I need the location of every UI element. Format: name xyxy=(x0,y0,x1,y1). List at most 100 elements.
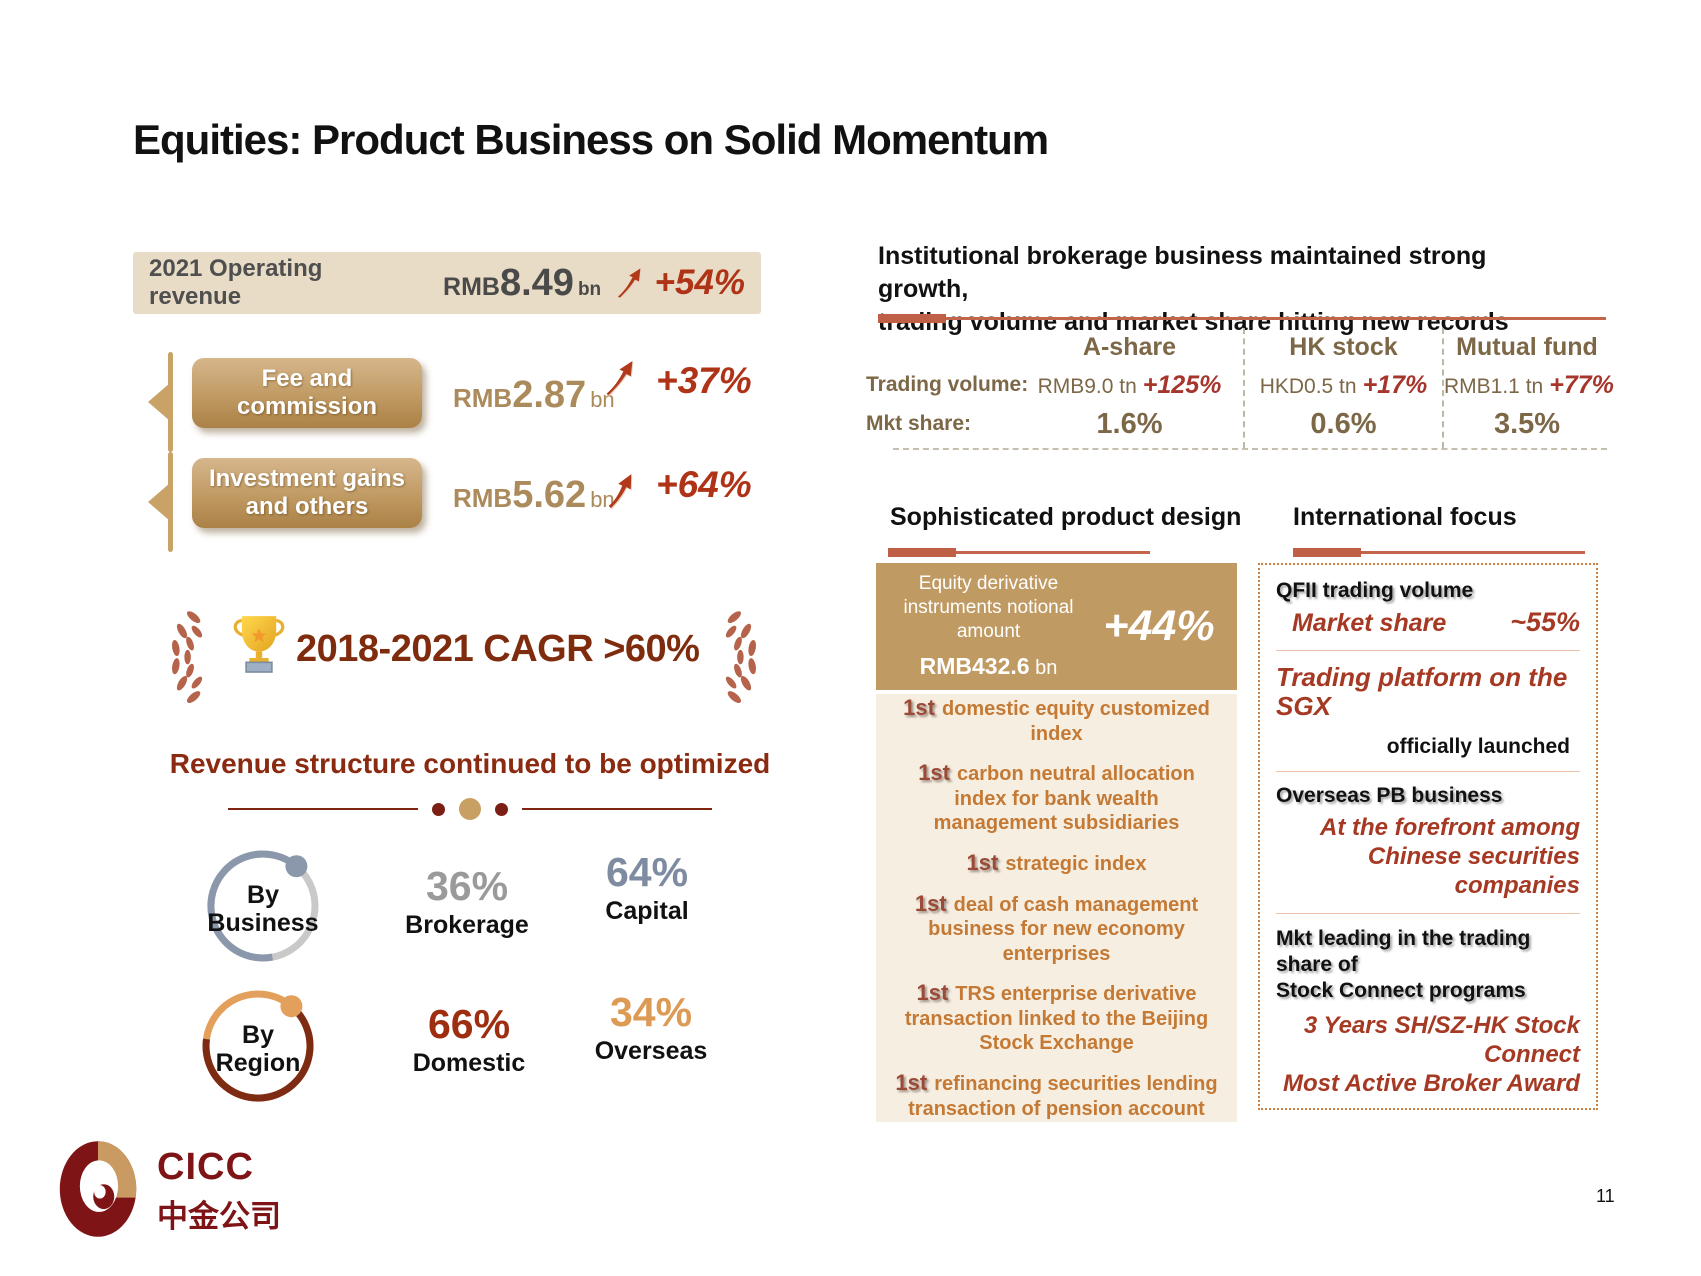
trophy-icon xyxy=(233,616,285,673)
table-cell: RMB9.0 tn +125% xyxy=(1016,366,1243,404)
cell-change: +77% xyxy=(1549,371,1614,399)
currency: RMB xyxy=(453,483,513,513)
product-design-heading: Sophisticated product design xyxy=(890,503,1242,531)
sgx-platform-text: Trading platform on the SGX xyxy=(1276,662,1568,722)
value: 2.87 xyxy=(512,374,587,416)
highlight-value: RMB432.6 bn xyxy=(886,652,1091,681)
highlight-text: Equity derivative instruments notional a… xyxy=(886,572,1091,680)
section-divider xyxy=(1276,771,1580,773)
label-line: By xyxy=(247,881,279,909)
divider-dot xyxy=(495,802,508,816)
cell-change: +125% xyxy=(1142,371,1222,399)
stock-connect-award: 3 Years SH/SZ-HK Stock Connect Most Acti… xyxy=(1276,1012,1580,1098)
heading-rule xyxy=(878,314,1606,323)
percent-name: Overseas xyxy=(594,1037,708,1065)
percent-value: 64% xyxy=(605,849,689,895)
item-text: deal of cash management business for new… xyxy=(928,893,1199,965)
table-bottom-dashed-line xyxy=(893,448,1607,450)
cell-share: 3.5% xyxy=(1493,408,1561,440)
a-share-column: A-share RMB9.0 tn +125% 1.6% xyxy=(1016,328,1243,448)
fee-commission-value: RMB 2.87 bn xyxy=(453,374,615,417)
column-header: A-share xyxy=(1082,333,1176,361)
list-item: 1st TRS enterprise derivative transaction… xyxy=(890,980,1223,1056)
international-focus-box: QFII trading volume Market share ~55% Tr… xyxy=(1258,563,1598,1110)
value: RMB432.6 xyxy=(919,652,1030,679)
page-number: 11 xyxy=(1596,1186,1615,1206)
laurel-icon xyxy=(725,611,757,703)
fee-commission-button: Fee and commission xyxy=(192,358,422,428)
bracket-arrow-icon xyxy=(148,483,170,521)
cell-change: +17% xyxy=(1362,371,1428,399)
qfii-market-share: Market share ~55% xyxy=(1276,607,1580,638)
rank-badge: 1st xyxy=(914,890,947,916)
up-arrow-icon xyxy=(608,474,632,509)
operating-revenue-change: +54% xyxy=(654,263,746,302)
bracket-arrow-icon xyxy=(148,383,170,421)
percent-value: 36% xyxy=(425,863,509,909)
rank-badge: 1st xyxy=(895,1069,928,1095)
heading-rule xyxy=(1293,548,1585,557)
investment-gains-change: +64% xyxy=(656,464,752,505)
value: 8.49 xyxy=(499,261,574,304)
qfii-title: QFII trading volume xyxy=(1276,579,1474,602)
cagr-text: 2018-2021 CAGR >60% xyxy=(296,628,700,670)
highlight-change: +44% xyxy=(1103,602,1215,650)
firsts-list: 1st domestic equity customized index 1st c… xyxy=(876,694,1237,1122)
domestic-share: 66% Domestic xyxy=(374,1004,564,1078)
item-text: strategic index xyxy=(1005,852,1147,875)
operating-revenue-label: 2021 Operating revenue xyxy=(149,255,323,310)
unit: bn xyxy=(1035,656,1058,679)
overseas-share: 34% Overseas xyxy=(556,992,746,1066)
operating-revenue-bar: 2021 Operating revenue RMB 8.49 bn +54% xyxy=(133,252,761,314)
laurel-icon xyxy=(171,611,203,703)
decorative-divider xyxy=(160,798,780,820)
institutional-brokerage-heading: Institutional brokerage business maintai… xyxy=(878,240,1558,339)
label-line: Business xyxy=(207,908,319,937)
fee-commission-row: Fee and commission RMB 2.87 bn +37% xyxy=(148,352,788,452)
unit: bn xyxy=(590,487,615,512)
mutual-fund-column: Mutual fund RMB1.1 tn +77% 3.5% xyxy=(1442,328,1614,448)
cicc-logo-text: CICC 中金公司 xyxy=(157,1146,281,1236)
by-region-label: By Region xyxy=(198,1021,318,1077)
label-line: By xyxy=(242,1021,274,1049)
by-business-label: By Business xyxy=(203,881,323,937)
cell-share: 0.6% xyxy=(1310,408,1377,440)
divider-dot xyxy=(459,798,481,820)
currency: RMB xyxy=(453,383,513,413)
divider-line xyxy=(228,808,418,810)
up-arrow-icon xyxy=(618,268,641,298)
rank-badge: 1st xyxy=(903,694,935,720)
item-text: refinancing securities lending transacti… xyxy=(908,1072,1218,1120)
by-business-donut-chart xyxy=(207,850,319,962)
sgx-launch-note: officially launched xyxy=(1386,735,1570,759)
international-focus-heading: International focus xyxy=(1293,503,1517,531)
investment-gains-button: Investment gains and others xyxy=(192,458,422,528)
logo-name: CICC xyxy=(157,1146,254,1188)
list-item: 1st domestic equity customized index xyxy=(890,695,1223,746)
percent-name: Capital xyxy=(605,897,689,925)
column-header: Mutual fund xyxy=(1456,333,1598,361)
equity-derivative-highlight: Equity derivative instruments notional a… xyxy=(876,563,1237,690)
section-divider xyxy=(1276,650,1580,651)
award-line: Most Active Broker Award xyxy=(1283,1069,1580,1097)
heading-rule xyxy=(888,548,1150,557)
hk-stock-column: HK stock HKD0.5 tn +17% 0.6% xyxy=(1242,328,1442,448)
cell-value: RMB9.0 tn xyxy=(1037,375,1137,398)
trading-volume-label: Trading volume: xyxy=(866,373,1029,396)
item-text: TRS enterprise derivative transaction li… xyxy=(904,983,1209,1055)
logo-chinese-name: 中金公司 xyxy=(157,1199,281,1234)
cell-value: HKD0.5 tn xyxy=(1259,375,1357,398)
list-item: 1st refinancing securities lending transa… xyxy=(890,1070,1223,1121)
rank-badge: 1st xyxy=(966,849,999,875)
mkt-share-label: Mkt share: xyxy=(866,412,972,435)
cicc-logo-mark xyxy=(59,1141,137,1237)
table-row-labels: Trading volume: Mkt share: xyxy=(866,328,1029,448)
heading-line: trading volume and market share hitting … xyxy=(878,308,1509,336)
capital-share: 64% Capital xyxy=(552,852,742,926)
percent-name: Brokerage xyxy=(405,911,529,939)
value: 5.62 xyxy=(512,474,587,516)
heading-line: Institutional brokerage business maintai… xyxy=(878,242,1487,303)
table-cell: RMB1.1 tn +77% xyxy=(1444,366,1614,404)
bracket-line xyxy=(168,352,173,452)
